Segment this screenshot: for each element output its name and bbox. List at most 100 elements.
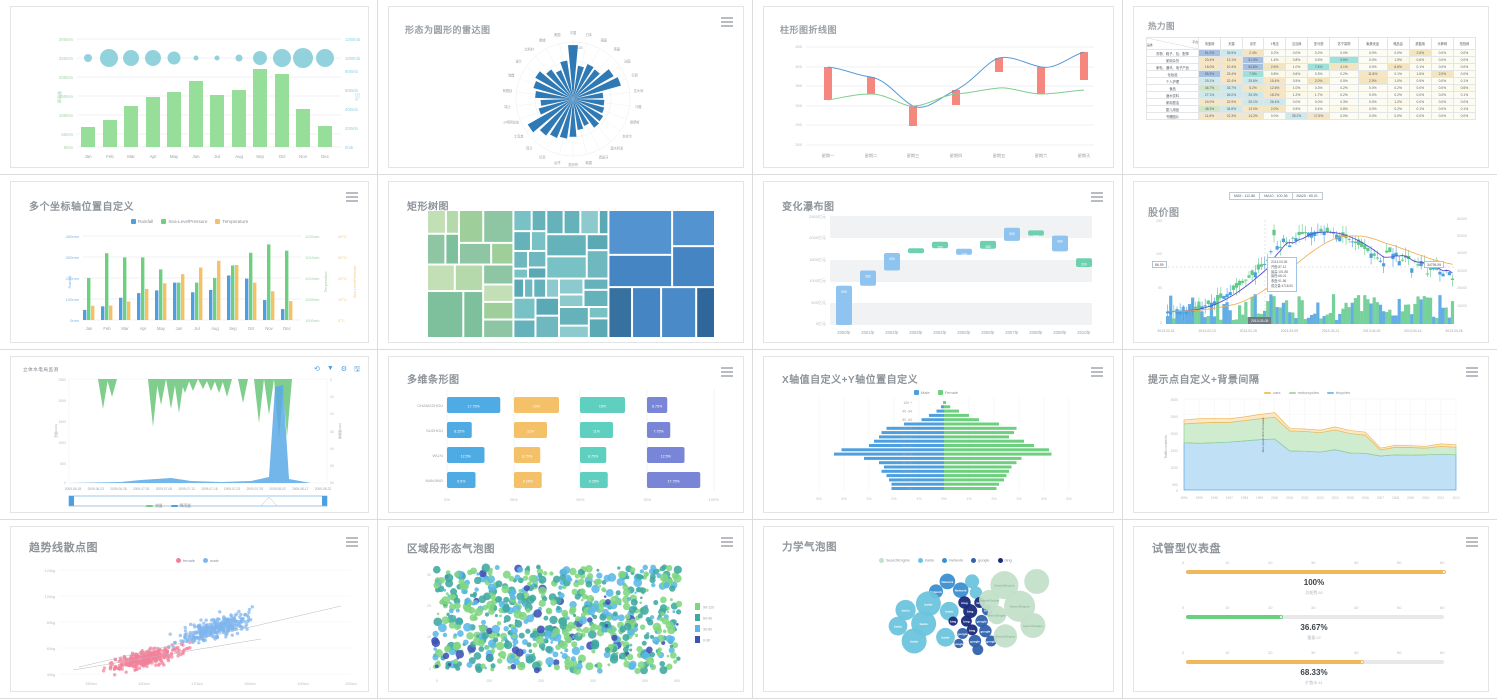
heatmap-cell: 25.6% [1242,78,1264,85]
svg-text:0亿元: 0亿元 [816,320,826,326]
heatmap-cell: 0.0% [1264,113,1286,120]
stock-tooltip: 2013-03-05 开盘:87.12 最高:101.85 最低:68.01 收… [1267,257,1297,292]
heatmap-cell: 23.4% [1221,71,1243,78]
price-marker-left: 86.99 [1152,261,1167,268]
panel-region-bubble: 区域段形态气泡图 30 20 10 0 0 100 200 300 400 500 90-12… [378,520,753,699]
gauge-tick: 0 [1182,560,1184,565]
table-row: 婴儿用品 48.3% 34.6% 13.0% 2.0% 0.5% 0.4% 0.8% 0.0% 0… [1147,106,1476,113]
svg-text:2009-07-18: 2009-07-18 [201,487,218,491]
heatmap-cell: 0.0% [1358,92,1387,99]
svg-text:Aug: Aug [235,154,243,159]
chart-annotation: Max speed limit increased [1261,417,1265,452]
svg-text:德国: 德国 [600,38,606,43]
heatmap-cell: 2.0% [1264,106,1286,113]
svg-text:瑞士: 瑞士 [504,104,511,109]
gauge-knob[interactable] [1442,570,1446,574]
svg-text:NANJING: NANJING [425,478,443,483]
heatmap-cell: 0.0% [1431,64,1453,71]
date-marker: 2013-03-05 [1248,317,1271,324]
svg-text:0: 0 [330,378,332,382]
heatmap-cell: 61.0% [1199,50,1221,57]
heatmap-col-header: 淘宝网 [1199,38,1221,50]
svg-text:bing: bing [963,620,969,624]
heatmap-cell: 0.0% [1431,78,1453,85]
heatmap-row-header: 衣物、鞋子、包、配饰 [1147,50,1199,57]
svg-text:50: 50 [1158,286,1162,290]
heatmap-row-header: 食品 [1147,85,1199,92]
svg-text:2%: 2% [891,497,897,501]
table-row: 家用居洁 24.0% 22.9% 25.1% 26.4% 0.0% 0.0% 0.3% 0.0%… [1147,99,1476,106]
heatmap-cell: 0.0% [1330,50,1359,57]
gauge-knob[interactable] [1279,615,1283,619]
svg-text:300: 300 [795,103,802,108]
heatmap-cell: 0.1% [1409,106,1431,113]
bar-line-chart: 450400350 300250200 星期一 星期二 星期三 星期四 星期五 星期六 … [764,7,1114,168]
panel-multi-axis: 多个坐标轴位置自定义 0mm 100mm 200mm 300mm 400mm 1000… [0,175,378,350]
panel-hydro-monitor: 立体水电局监测 ⟲ ▼ ⚙ 🖫 2500 2000 1500 1000 500 0 01… [0,350,378,520]
svg-text:20: 20 [427,604,431,608]
heatmap-cell: 0.1% [1409,64,1431,71]
heatmap-row-header: 化妆品 [1147,71,1199,78]
heatmap-cell: 1.0% [1286,64,1308,71]
heatmap-cell: 26.0% [1221,92,1243,99]
heatmap-cell: 0.5% [1286,106,1308,113]
svg-text:400: 400 [889,257,895,261]
table-row: 个人护理 29.1% 22.4% 25.6% 15.4% 0.5% 2.0% 0.5% 2.9%… [1147,78,1476,85]
multi-axis-chart: 0mm100mm200mm 300mm400mm 1000mb1005mb101… [11,182,369,343]
svg-text:1010mb: 1010mb [305,276,320,281]
svg-text:2013-04-02: 2013-04-02 [1363,329,1380,333]
svg-text:200: 200 [538,679,544,683]
svg-text:2013-04-14: 2013-04-14 [1404,329,1421,333]
heatmap-cell: 27.1% [1199,92,1221,99]
price-marker-right: 34795.59 [1424,261,1444,268]
heatmap-cell: 0.0% [1387,113,1409,120]
heatmap-cell: 2.0% [1431,71,1453,78]
panel-population-pyramid: X轴值自定义+Y轴位置自定义 Male Female 100 + 90 -94 80… [753,350,1123,520]
heatmap-cell: 24.0% [1199,99,1221,106]
svg-text:250mm: 250mm [59,56,73,61]
svg-text:9.5%: 9.5% [457,480,466,484]
heatmap-cell: 15.4% [1264,78,1286,85]
svg-text:0%: 0% [941,497,947,501]
svg-text:2004: 2004 [1332,496,1339,500]
svg-text:2000: 2000 [1170,432,1178,436]
svg-text:SearchEngine: SearchEngine [979,599,999,603]
svg-text:bing: bing [969,628,975,632]
svg-text:bing: bing [967,610,973,614]
svg-text:星期三: 星期三 [907,153,920,159]
svg-text:2009-06-23: 2009-06-23 [88,487,105,491]
heatmap-cell: 0.0% [1409,85,1431,92]
svg-text:100kg: 100kg [45,595,55,599]
svg-text:1000mb: 1000mb [305,318,320,323]
svg-text:0%: 0% [444,497,450,502]
svg-text:2013-02-13: 2013-02-13 [1198,329,1215,333]
heatmap-cell: 1.0% [1286,85,1308,92]
svg-text:25%: 25% [510,497,518,502]
heatmap-cell: 0.3% [1308,71,1330,78]
heatmap-cell: 25.1% [1242,99,1264,106]
svg-text:baidu: baidu [942,636,950,640]
heatmap-cell: 0.6% [1286,71,1308,78]
gauge-tick: 10 [1225,650,1229,655]
svg-text:60 -64: 60 -64 [902,435,912,439]
heatmap-cell: 0.2% [1387,106,1409,113]
svg-text:印尼: 印尼 [539,154,545,159]
svg-text:0mb: 0mb [345,145,354,150]
svg-text:Nov: Nov [265,326,273,331]
heatmap-cell: 1.2% [1286,92,1308,99]
svg-text:2010: 2010 [1422,496,1429,500]
heatmap-cell: 0.1% [1387,71,1409,78]
heatmap-cell: 21.3% [1221,113,1243,120]
panel-tube-gauges: 试管型仪表盘 0 10 20 30 40 50 60 100% 总耗费:60 0 10 20 30 40 5… [1123,520,1497,699]
svg-text:2009-07-13: 2009-07-13 [178,487,195,491]
svg-text:1%: 1% [966,497,972,501]
treemap-chart [389,182,744,343]
panel-treemap: 矩形树图 [378,175,753,350]
svg-text:350: 350 [865,275,871,279]
svg-text:1500: 1500 [58,420,66,424]
heatmap-cell: 14.2% [1242,113,1264,120]
svg-text:2012: 2012 [1452,496,1459,500]
heatmap-cell: 0.5% [1286,78,1308,85]
svg-text:Jun: Jun [192,154,200,159]
heatmap-cell: 9.5% [1330,57,1359,64]
